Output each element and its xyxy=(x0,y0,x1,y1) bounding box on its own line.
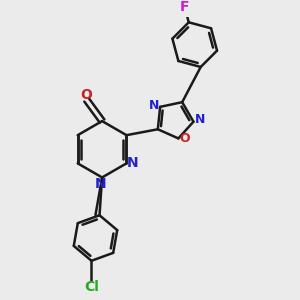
Text: N: N xyxy=(127,156,139,170)
Text: Cl: Cl xyxy=(84,280,99,294)
Text: O: O xyxy=(81,88,92,102)
Text: F: F xyxy=(180,0,189,14)
Text: N: N xyxy=(194,113,205,126)
Text: N: N xyxy=(95,177,106,190)
Text: N: N xyxy=(149,99,159,112)
Text: O: O xyxy=(179,133,190,146)
